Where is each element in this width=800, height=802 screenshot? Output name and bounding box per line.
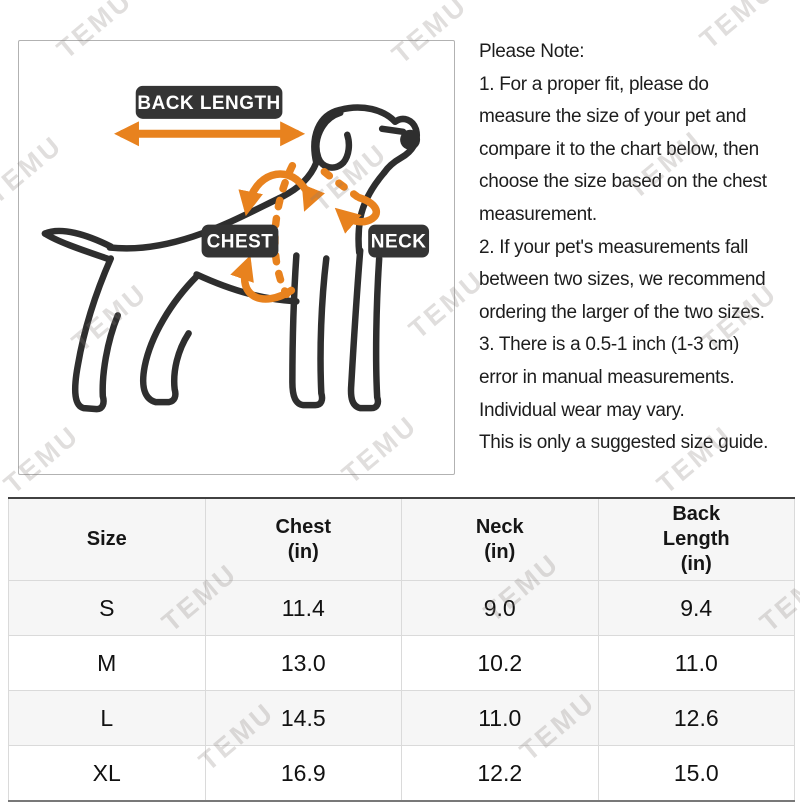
diagram-panel: BACK LENGTH CHEST NECK [18,40,455,475]
neck-cell: 10.2 [401,635,599,691]
neck-girth-indicator [320,167,380,234]
dog-diagram-svg: BACK LENGTH CHEST NECK [41,85,430,413]
note-line: 2. If your pet's measurements fall [479,236,749,258]
table-header-cell: Back Length (in) [597,497,795,581]
neck-cell: 11.0 [401,690,599,746]
chest-label [201,224,279,258]
diagram-labels: BACK LENGTH CHEST NECK [135,85,430,258]
back-length-label [135,85,283,119]
size-cell: S [8,580,206,636]
note-line: between two sizes, we recommend [479,269,766,291]
table-row: L 14.5 11.0 12.6 [8,690,795,746]
note-line: measurement. [479,203,597,225]
note-panel: Please Note: 1. For a proper fit, please… [479,36,800,460]
table-header-cell: Chest (in) [204,497,402,581]
note-line: 1. For a proper fit, please do [479,73,709,95]
size-cell: L [8,690,206,746]
note-line: ordering the larger of the two sizes. [479,301,765,323]
neck-cell: 12.2 [401,745,599,802]
neck-cell: 9.0 [401,580,599,636]
note-line: 3. There is a 0.5-1 inch (1-3 cm) [479,334,740,356]
note-line: This is only a suggested size guide. [479,432,769,454]
size-cell: XL [8,745,206,802]
size-cell: M [8,635,206,691]
table-header-cell: Neck (in) [401,497,599,581]
chest-girth-indicator [230,161,325,303]
note-line: choose the size based on the chest [479,171,767,193]
neck-label [368,224,430,258]
dog-illustration [41,104,421,413]
chest-cell: 11.4 [204,580,402,636]
note-line: compare it to the chart below, then [479,138,759,160]
chest-cell: 13.0 [204,635,402,691]
chest-cell: 14.5 [204,690,402,746]
note-line: error in manual measurements. [479,366,735,388]
back-length-label-text: BACK LENGTH [137,93,280,114]
chest-cell: 16.9 [204,745,402,802]
back-length-cell: 15.0 [597,745,795,802]
table-header-cell: Size [8,497,206,581]
back-length-cell: 12.6 [597,690,795,746]
table-row: S 11.4 9.0 9.4 [8,580,795,636]
back-length-cell: 11.0 [597,635,795,691]
table-row: M 13.0 10.2 11.0 [8,635,795,691]
size-table-wrap: Size Chest (in) Neck (in) Back Length (i… [8,497,795,802]
neck-label-text: NECK [371,232,427,253]
note-line: Individual wear may vary. [479,399,685,421]
table-row: XL 16.9 12.2 15.0 [8,745,795,802]
note-line: Please Note: [479,41,585,62]
chest-label-text: CHEST [207,232,274,253]
note-line: measure the size of your pet and [479,106,747,128]
size-table-body: S 11.4 9.0 9.4 M 13.0 10.2 11.0 L 14.5 1… [8,580,795,802]
size-table-head: Size Chest (in) Neck (in) Back Length (i… [8,497,795,581]
back-length-cell: 9.4 [597,580,795,636]
size-table-header-row: Size Chest (in) Neck (in) Back Length (i… [8,497,795,581]
size-table: Size Chest (in) Neck (in) Back Length (i… [8,497,795,802]
